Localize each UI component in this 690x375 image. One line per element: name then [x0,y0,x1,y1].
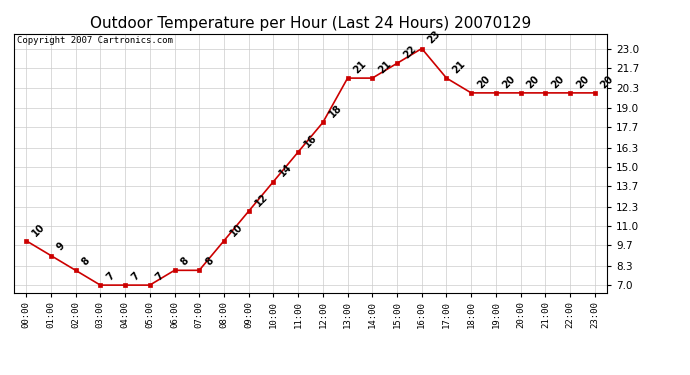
Text: 20: 20 [599,74,615,90]
Text: 18: 18 [327,103,344,120]
Text: 20: 20 [475,74,492,90]
Text: 7: 7 [104,270,117,282]
Text: 10: 10 [228,221,245,238]
Text: 8: 8 [204,256,215,267]
Text: 7: 7 [129,270,141,282]
Text: 20: 20 [549,74,566,90]
Text: 23: 23 [426,29,442,46]
Text: Copyright 2007 Cartronics.com: Copyright 2007 Cartronics.com [17,36,172,45]
Text: 20: 20 [525,74,542,90]
Text: 21: 21 [352,59,368,75]
Text: 7: 7 [154,270,166,282]
Text: 21: 21 [377,59,393,75]
Text: 10: 10 [30,221,47,238]
Text: 22: 22 [401,44,418,60]
Text: 14: 14 [277,162,294,179]
Text: 16: 16 [302,133,319,149]
Text: 9: 9 [55,241,67,253]
Text: 20: 20 [574,74,591,90]
Title: Outdoor Temperature per Hour (Last 24 Hours) 20070129: Outdoor Temperature per Hour (Last 24 Ho… [90,16,531,31]
Text: 8: 8 [80,256,92,267]
Text: 20: 20 [500,74,517,90]
Text: 8: 8 [179,256,190,267]
Text: 21: 21 [451,59,467,75]
Text: 12: 12 [253,192,270,208]
